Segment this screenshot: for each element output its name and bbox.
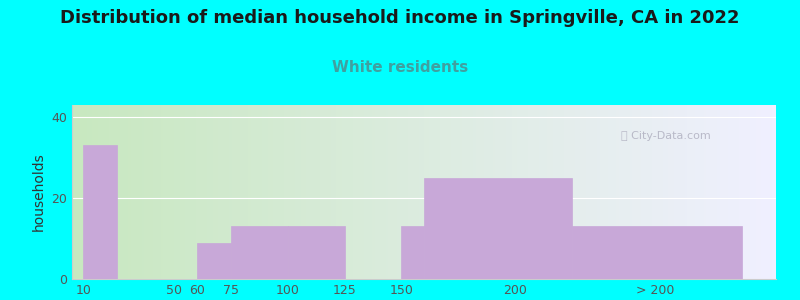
Bar bbox=[231, 226, 288, 279]
Text: ⓘ City-Data.com: ⓘ City-Data.com bbox=[621, 131, 711, 141]
Y-axis label: households: households bbox=[32, 153, 46, 231]
Bar bbox=[572, 226, 742, 279]
Bar bbox=[424, 178, 572, 279]
Text: White residents: White residents bbox=[332, 60, 468, 75]
Bar bbox=[83, 146, 118, 279]
Bar bbox=[197, 243, 231, 279]
Text: Distribution of median household income in Springville, CA in 2022: Distribution of median household income … bbox=[60, 9, 740, 27]
Bar bbox=[402, 226, 424, 279]
Bar bbox=[288, 226, 345, 279]
